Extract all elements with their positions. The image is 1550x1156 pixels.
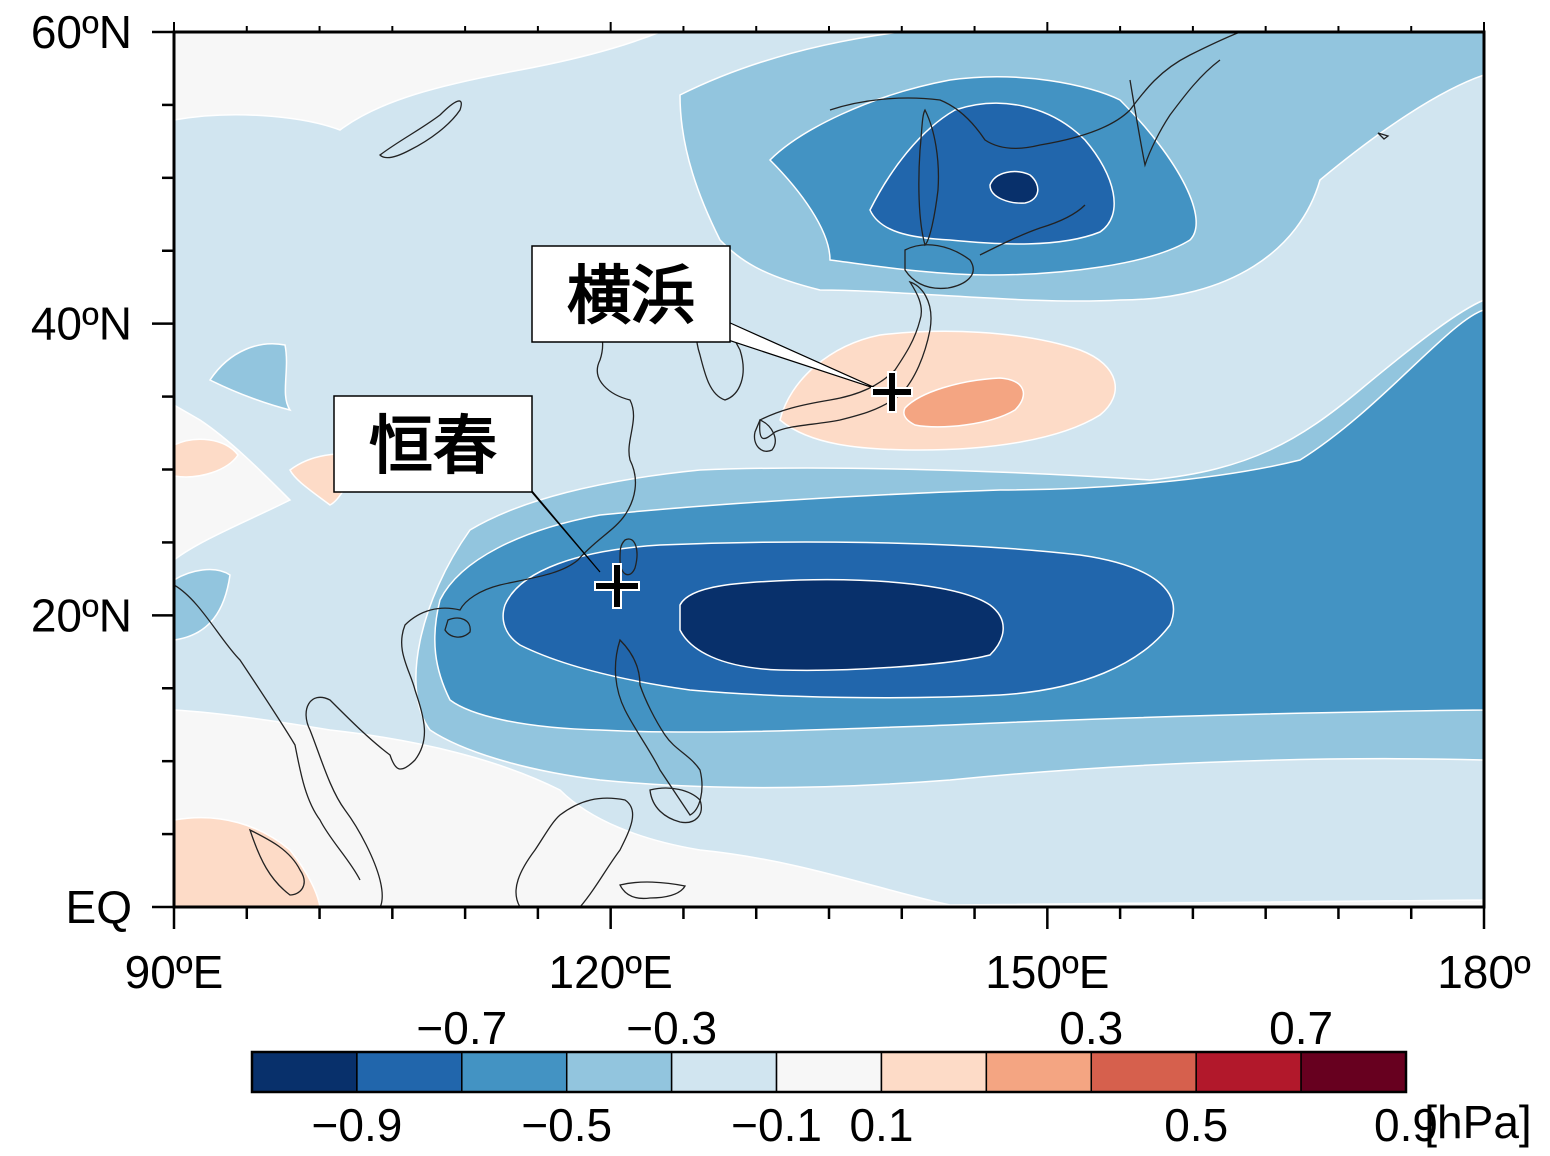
- yokohama-callout-box: [531, 245, 731, 343]
- colorbar-swatch: [1195, 1051, 1302, 1093]
- sakhalin-coastline: [918, 108, 940, 247]
- x-tick-label: 180º: [1437, 946, 1531, 998]
- russia-coastline: [829, 32, 1241, 149]
- hengchun-plus-marker: [594, 563, 640, 609]
- colorbar: −0.7 −0.3 0.3 0.7 −0.9 −0.5 −0.1 0.1 0.5 0.9: [250, 1002, 1438, 1151]
- hengchun-callout-box: [333, 395, 533, 493]
- contour-field: [174, 32, 1484, 907]
- taiwan-coastline: [619, 538, 638, 576]
- coastlines: [174, 32, 1390, 907]
- japan-kyushu-coastline: [753, 419, 776, 452]
- colorbar-swatch: [251, 1051, 358, 1093]
- contour-neg09-south: [679, 578, 1004, 672]
- contour-pos01-west-a: [174, 438, 239, 478]
- contour-neg03-west: [208, 343, 292, 412]
- y-tick-label: 60ºN: [31, 6, 132, 58]
- x-tick-label: 150ºE: [985, 946, 1109, 998]
- x-tick-label: 120ºE: [549, 946, 673, 998]
- kamchatka-coastline: [1129, 59, 1221, 168]
- sulawesi-coastline: [619, 881, 687, 900]
- hengchun-label: 恒春: [369, 410, 497, 484]
- y-tick-label: 40ºN: [31, 298, 132, 350]
- colorbar-label-top: 0.7: [1269, 1002, 1333, 1054]
- x-tick-label: 90ºE: [125, 946, 224, 998]
- colorbar-label-bottom: 0.9: [1374, 1099, 1438, 1151]
- mindanao-coastline: [649, 787, 702, 824]
- colorbar-label-top: −0.7: [416, 1002, 507, 1054]
- contour-neg09-north: [989, 170, 1039, 204]
- colorbar-swatch: [985, 1051, 1093, 1093]
- indochina-coastline: [174, 584, 361, 881]
- colorbar-label-bottom: 0.1: [849, 1099, 913, 1151]
- colorbar-label-top: 0.3: [1059, 1002, 1123, 1054]
- y-tick-label: EQ: [66, 881, 132, 933]
- colorbar-swatch: [356, 1051, 463, 1093]
- colorbar-frame: [250, 1050, 1408, 1094]
- colorbar-swatch: [565, 1051, 673, 1093]
- axis-ticks: [152, 22, 1486, 929]
- okhotsk-islet: [379, 100, 462, 159]
- colorbar-label-bottom: 0.5: [1164, 1099, 1228, 1151]
- philippines-luzon-coastline: [614, 638, 703, 816]
- sumatra-coastline: [248, 828, 305, 896]
- kuril-islands: [979, 204, 1086, 256]
- marker-hengchun-callout: 恒春: [333, 395, 640, 609]
- y-tick-label: 20ºN: [31, 589, 132, 641]
- colorbar-unit-label: [hPa]: [1424, 1096, 1531, 1148]
- colorbar-swatch: [880, 1051, 988, 1093]
- contour-pos01-sw: [174, 816, 321, 907]
- colorbar-label-bottom: −0.1: [731, 1099, 822, 1151]
- japan-hokkaido-coastline: [904, 244, 974, 290]
- asia-coastline: [305, 289, 637, 907]
- japan-honshu-coastline: [759, 280, 932, 440]
- axis-labels: 90ºE 120ºE 150ºE 180º EQ 20ºN 40ºN 60ºN: [31, 6, 1531, 998]
- colorbar-swatch: [461, 1051, 568, 1093]
- colorbar-swatch: [1090, 1051, 1197, 1093]
- aleutian-islet: [1377, 132, 1390, 140]
- colorbar-swatch: [1300, 1051, 1407, 1093]
- hainan-coastline: [444, 617, 471, 638]
- borneo-coastline: [515, 797, 634, 907]
- contour-neg07-north: [869, 102, 1115, 245]
- yokohama-label: 横浜: [567, 260, 695, 334]
- contour-neg03-sw: [174, 568, 231, 641]
- marker-yokohama-callout: 横浜: [531, 245, 913, 413]
- colorbar-label-bottom: −0.9: [312, 1099, 403, 1151]
- colorbar-label-top: −0.3: [626, 1002, 717, 1054]
- colorbar-swatch: [775, 1051, 883, 1093]
- yokohama-plus-marker: [871, 371, 913, 413]
- contour-pos03-japan: [903, 377, 1025, 428]
- colorbar-swatch: [670, 1051, 778, 1093]
- colorbar-label-bottom: −0.5: [521, 1099, 612, 1151]
